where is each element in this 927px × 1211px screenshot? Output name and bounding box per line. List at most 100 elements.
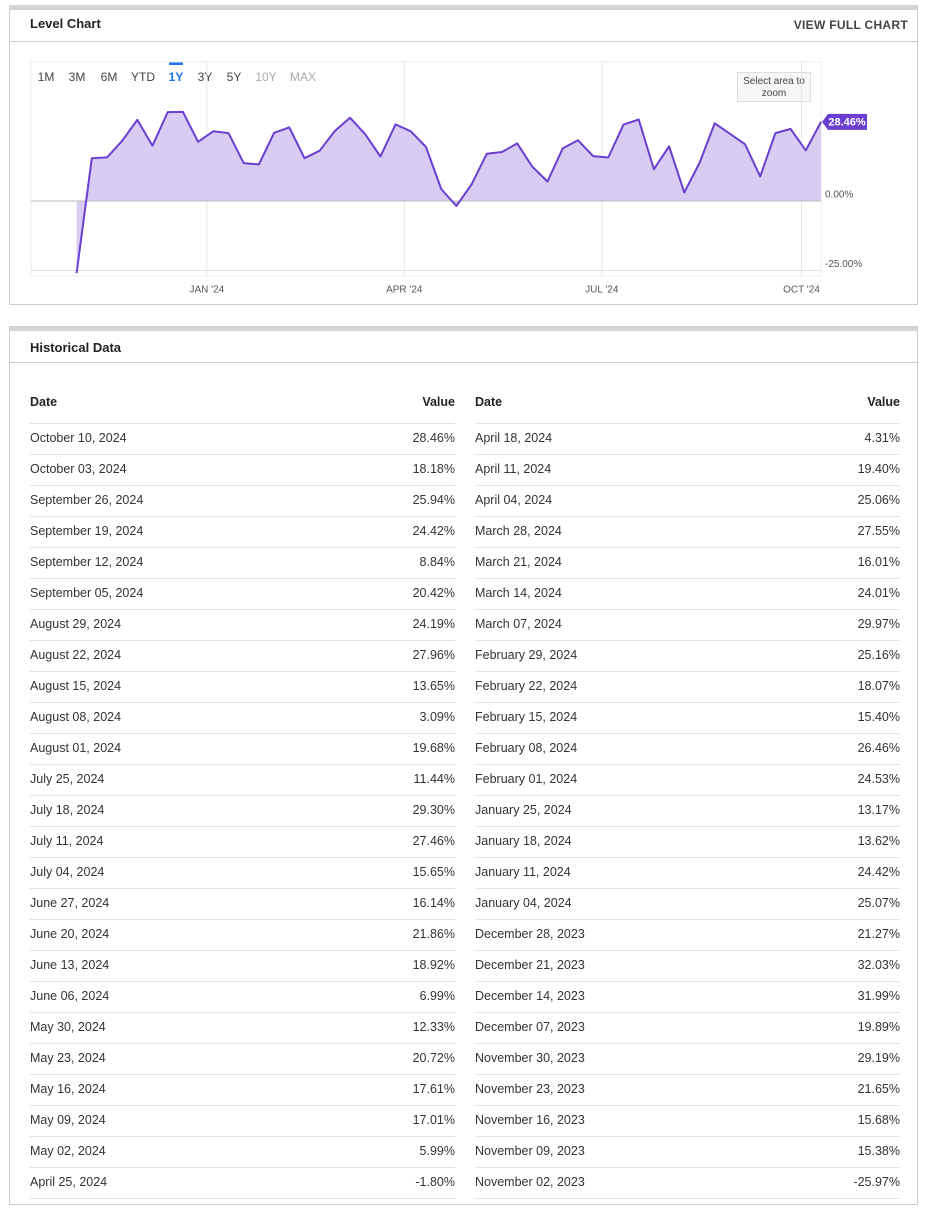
date-cell: July 04, 2024 <box>30 864 105 879</box>
date-cell: January 04, 2024 <box>475 895 572 910</box>
value-cell: 25.94% <box>412 492 455 507</box>
row-separator <box>30 795 455 796</box>
value-cell: 24.53% <box>857 771 900 786</box>
divider <box>10 362 917 363</box>
date-cell: November 09, 2023 <box>475 1143 585 1158</box>
date-cell: January 18, 2024 <box>475 833 572 848</box>
x-tick-label: APR '24 <box>386 285 423 296</box>
value-cell: -25.97% <box>853 1174 900 1189</box>
row-separator <box>30 640 455 641</box>
date-cell: April 25, 2024 <box>30 1174 108 1189</box>
value-cell: 15.40% <box>857 709 900 724</box>
chart: 1M 3M 6M YTD 1Y 3Y 5Y 10Y MAX Select area to zoom… <box>30 61 867 296</box>
date-cell: May 16, 2024 <box>30 1081 106 1096</box>
row-separator <box>30 485 455 486</box>
value-cell: 5.99% <box>419 1143 455 1158</box>
date-cell: September 26, 2024 <box>30 492 144 507</box>
date-cell: March 14, 2024 <box>475 585 562 600</box>
area <box>76 111 822 274</box>
row-separator <box>30 609 455 610</box>
line <box>75 110 822 274</box>
value-cell: 20.42% <box>412 585 455 600</box>
row-separator <box>30 454 455 455</box>
row-separator <box>475 1167 900 1168</box>
row-separator <box>30 516 455 517</box>
value-cell: 29.30% <box>412 802 455 817</box>
date-cell: October 03, 2024 <box>30 461 127 476</box>
column-header: Date <box>475 394 503 409</box>
value-cell: 13.17% <box>857 802 900 817</box>
value-cell: 18.07% <box>857 678 900 693</box>
row-separator <box>30 1043 455 1044</box>
value-cell: 16.14% <box>412 895 455 910</box>
view-full-chart-link[interactable]: VIEW FULL CHART <box>793 18 908 32</box>
row-separator <box>30 1012 455 1013</box>
date-cell: April 11, 2024 <box>475 461 552 476</box>
range-button[interactable]: 6M <box>101 70 118 84</box>
date-cell: February 01, 2024 <box>475 771 578 786</box>
panel-title: Historical Data <box>30 340 122 355</box>
zoom-hint-box: Select area to zoom <box>737 72 811 102</box>
range-button[interactable]: 5Y <box>227 70 242 84</box>
date-cell: December 14, 2023 <box>475 988 585 1003</box>
value-cell: 29.97% <box>857 616 900 631</box>
date-cell: July 11, 2024 <box>30 833 104 848</box>
value-cell: 28.46% <box>412 430 455 445</box>
range-button[interactable]: YTD <box>131 70 155 84</box>
row-separator <box>475 702 900 703</box>
value-cell: 12.33% <box>412 1019 455 1034</box>
date-cell: March 21, 2024 <box>475 554 562 569</box>
date-cell: November 16, 2023 <box>475 1112 585 1127</box>
date-cell: February 22, 2024 <box>475 678 578 693</box>
column-header: Value <box>422 394 455 409</box>
row-separator <box>30 423 455 424</box>
date-cell: September 19, 2024 <box>30 523 144 538</box>
value-cell: 27.46% <box>412 833 455 848</box>
x-tick-label: JAN '24 <box>189 285 224 296</box>
date-cell: February 08, 2024 <box>475 740 578 755</box>
x-tick-label: OCT '24 <box>783 285 820 296</box>
date-cell: July 18, 2024 <box>30 802 105 817</box>
range-button[interactable]: 3Y <box>198 70 213 84</box>
value-cell: 6.99% <box>419 988 455 1003</box>
y-tick-label: 0.00% <box>825 190 853 201</box>
row-separator <box>475 578 900 579</box>
value-cell: 26.46% <box>857 740 900 755</box>
row-separator <box>475 764 900 765</box>
last-value-label: 28.46% <box>828 116 866 128</box>
value-cell: 24.19% <box>412 616 455 631</box>
value-cell: 27.55% <box>857 523 900 538</box>
zoom-hint: Select area to zoom <box>737 72 811 102</box>
range-button[interactable]: 10Y <box>255 70 276 84</box>
row-separator <box>30 919 455 920</box>
historical-panel: Historical Data <box>9 326 918 1205</box>
value-cell: 17.61% <box>412 1081 455 1096</box>
value-cell: 8.84% <box>419 554 455 569</box>
row-separator <box>30 1198 455 1199</box>
date-cell: October 10, 2024 <box>30 430 127 445</box>
value-cell: 18.92% <box>412 957 455 972</box>
row-separator <box>475 795 900 796</box>
row-separator <box>30 981 455 982</box>
range-button[interactable]: 3M <box>69 70 86 84</box>
value-cell: 21.86% <box>412 926 455 941</box>
date-cell: June 13, 2024 <box>30 957 110 972</box>
row-separator <box>475 485 900 486</box>
row-separator <box>475 826 900 827</box>
date-cell: September 05, 2024 <box>30 585 144 600</box>
row-separator <box>475 981 900 982</box>
row-separator <box>30 578 455 579</box>
date-cell: August 22, 2024 <box>30 647 122 662</box>
range-button[interactable]: 1Y <box>169 70 184 84</box>
row-separator <box>30 733 455 734</box>
value-cell: 20.72% <box>412 1050 455 1065</box>
date-cell: May 23, 2024 <box>30 1050 106 1065</box>
row-separator <box>475 609 900 610</box>
value-cell: 15.68% <box>857 1112 900 1127</box>
row-separator <box>475 547 900 548</box>
range-button[interactable]: MAX <box>290 70 316 84</box>
value-cell: -1.80% <box>415 1174 455 1189</box>
value-cell: 25.07% <box>857 895 900 910</box>
range-button[interactable]: 1M <box>38 70 55 84</box>
